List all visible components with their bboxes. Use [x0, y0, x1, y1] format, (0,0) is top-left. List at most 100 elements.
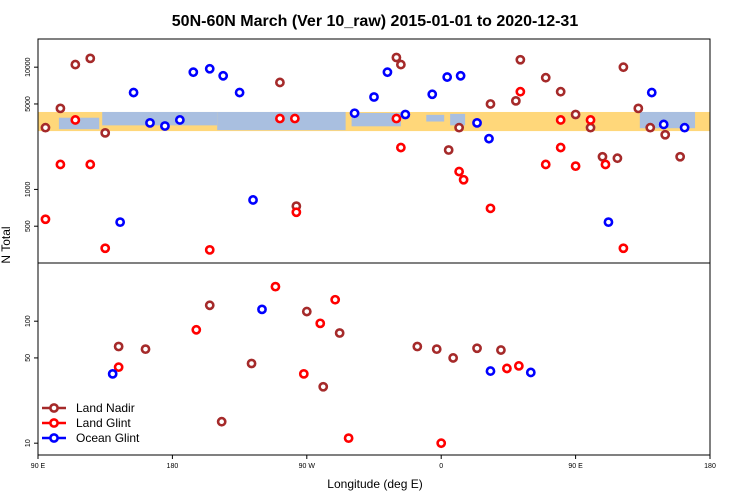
legend-label-0: Land Nadir	[76, 401, 135, 415]
land-glint-bottom-point-1	[191, 324, 202, 335]
land-nadir-top-point-19	[612, 153, 623, 164]
land-nadir-bottom-point-12	[496, 345, 506, 355]
chart-title: 50N-60N March (Ver 10_raw) 2015-01-01 to…	[172, 13, 579, 30]
land-nadir-top-point-24	[675, 151, 686, 162]
x-tick-label-3: 0	[439, 463, 443, 470]
land-glint-top-point-8	[291, 207, 302, 218]
land-glint-top-point-21	[618, 243, 629, 254]
x-tick-label-1: 180	[167, 463, 179, 470]
ocean-glint-top-point-18	[484, 133, 494, 144]
land-glint-top-point-13	[485, 203, 496, 214]
land-nadir-top-point-22	[645, 122, 656, 133]
legend-label-2: Ocean Glint	[76, 431, 140, 445]
ocean-glint-top-point-20	[646, 87, 657, 98]
bottom-panel-points	[107, 281, 536, 449]
map-ocean-1	[102, 111, 218, 126]
ocean-glint-top-point-10	[349, 108, 360, 119]
land-nadir-top-point-2	[70, 59, 81, 70]
land-glint-top-point-2	[70, 115, 81, 125]
ocean-glint-top-point-9	[248, 195, 258, 205]
land-glint-top-point-7	[289, 113, 300, 124]
land-nadir-top-point-15	[555, 86, 566, 97]
land-nadir-top-point-23	[660, 129, 671, 140]
land-glint-top-point-5	[204, 244, 215, 255]
land-nadir-top-point-14	[540, 72, 551, 83]
legend-label-1: Land Glint	[76, 416, 131, 430]
land-glint-top-point-4	[100, 243, 111, 254]
map-ocean-5	[450, 113, 466, 126]
ocean-glint-top-point-7	[218, 70, 229, 81]
land-glint-top-point-9	[391, 113, 402, 124]
land-nadir-top-point-8	[395, 59, 406, 70]
legend-marker-0	[49, 403, 59, 413]
ocean-glint-top-point-1	[128, 87, 139, 98]
y-bottom-tick-label-0: 10	[25, 439, 32, 447]
land-glint-bottom-point-5	[330, 294, 341, 305]
legend-marker-2	[49, 433, 59, 443]
land-glint-top-point-19	[585, 115, 596, 125]
ocean-glint-top-point-22	[679, 122, 690, 133]
land-glint-bottom-point-3	[298, 368, 309, 379]
land-glint-top-point-10	[395, 142, 406, 153]
ocean-glint-top-point-2	[145, 118, 155, 128]
land-glint-top-point-12	[458, 174, 469, 185]
land-glint-bottom-point-6	[343, 433, 354, 444]
world-map-band	[38, 111, 710, 132]
land-nadir-bottom-point-3	[216, 416, 227, 427]
land-glint-top-point-16	[555, 142, 566, 153]
land-glint-top-point-11	[454, 166, 465, 177]
ocean-glint-top-point-14	[427, 89, 438, 100]
land-glint-bottom-point-8	[502, 363, 512, 374]
land-glint-top-point-15	[540, 159, 551, 170]
land-glint-top-point-18	[570, 161, 581, 172]
ocean-glint-top-point-13	[400, 109, 411, 120]
ocean-glint-top-point-8	[234, 87, 245, 98]
ocean-glint-bottom-point-2	[485, 366, 496, 376]
land-nadir-bottom-point-2	[204, 300, 215, 311]
land-nadir-bottom-point-7	[334, 328, 345, 338]
y-bottom-tick-label-1: 50	[25, 354, 32, 362]
land-nadir-bottom-point-9	[431, 344, 442, 355]
land-nadir-top-point-20	[618, 62, 629, 73]
land-nadir-top-point-7	[391, 52, 402, 63]
x-tick-label-2: 90 W	[299, 463, 316, 470]
land-nadir-top-point-5	[275, 77, 285, 88]
land-nadir-bottom-point-0	[113, 341, 124, 352]
land-glint-top-point-17	[555, 115, 566, 125]
land-nadir-bottom-point-10	[448, 353, 459, 363]
land-nadir-top-point-21	[633, 103, 644, 114]
bottom-panel-frame	[37, 262, 711, 456]
ocean-glint-bottom-point-0	[107, 368, 118, 379]
land-nadir-bottom-point-6	[318, 381, 329, 392]
ocean-glint-bottom-point-3	[525, 367, 536, 378]
ocean-glint-top-point-4	[174, 115, 185, 125]
land-nadir-top-point-12	[510, 95, 521, 106]
x-tick-label-5: 180	[704, 463, 716, 470]
x-axis-label: Longitude (deg E)	[327, 477, 422, 491]
land-nadir-bottom-point-4	[246, 358, 257, 369]
land-nadir-top-point-3	[85, 53, 96, 64]
y-bottom-tick-label-2: 100	[25, 315, 32, 327]
land-nadir-top-point-17	[585, 122, 596, 133]
land-nadir-bottom-point-1	[140, 344, 151, 355]
land-nadir-top-point-1	[55, 103, 66, 114]
map-ocean-3	[351, 112, 401, 127]
ocean-glint-top-point-6	[204, 63, 215, 74]
y-top-tick-label-2: 5000	[25, 96, 32, 112]
land-nadir-bottom-point-11	[472, 343, 482, 354]
land-nadir-top-point-0	[40, 122, 51, 133]
y-top-tick-label-3: 10000	[25, 57, 32, 77]
land-glint-top-point-0	[40, 214, 51, 225]
x-tick-label-4: 90 E	[568, 463, 583, 470]
land-nadir-bottom-point-8	[412, 341, 423, 352]
ocean-glint-bottom-point-1	[257, 304, 267, 315]
ocean-glint-top-point-16	[455, 70, 466, 81]
land-nadir-bottom-point-5	[301, 306, 312, 317]
y-top-tick-label-1: 1000	[25, 182, 32, 198]
ocean-glint-top-point-0	[115, 217, 126, 228]
land-nadir-top-point-11	[485, 99, 496, 109]
land-glint-bottom-point-7	[436, 438, 447, 449]
land-nadir-top-point-10	[454, 122, 465, 133]
land-nadir-top-point-13	[515, 54, 526, 65]
